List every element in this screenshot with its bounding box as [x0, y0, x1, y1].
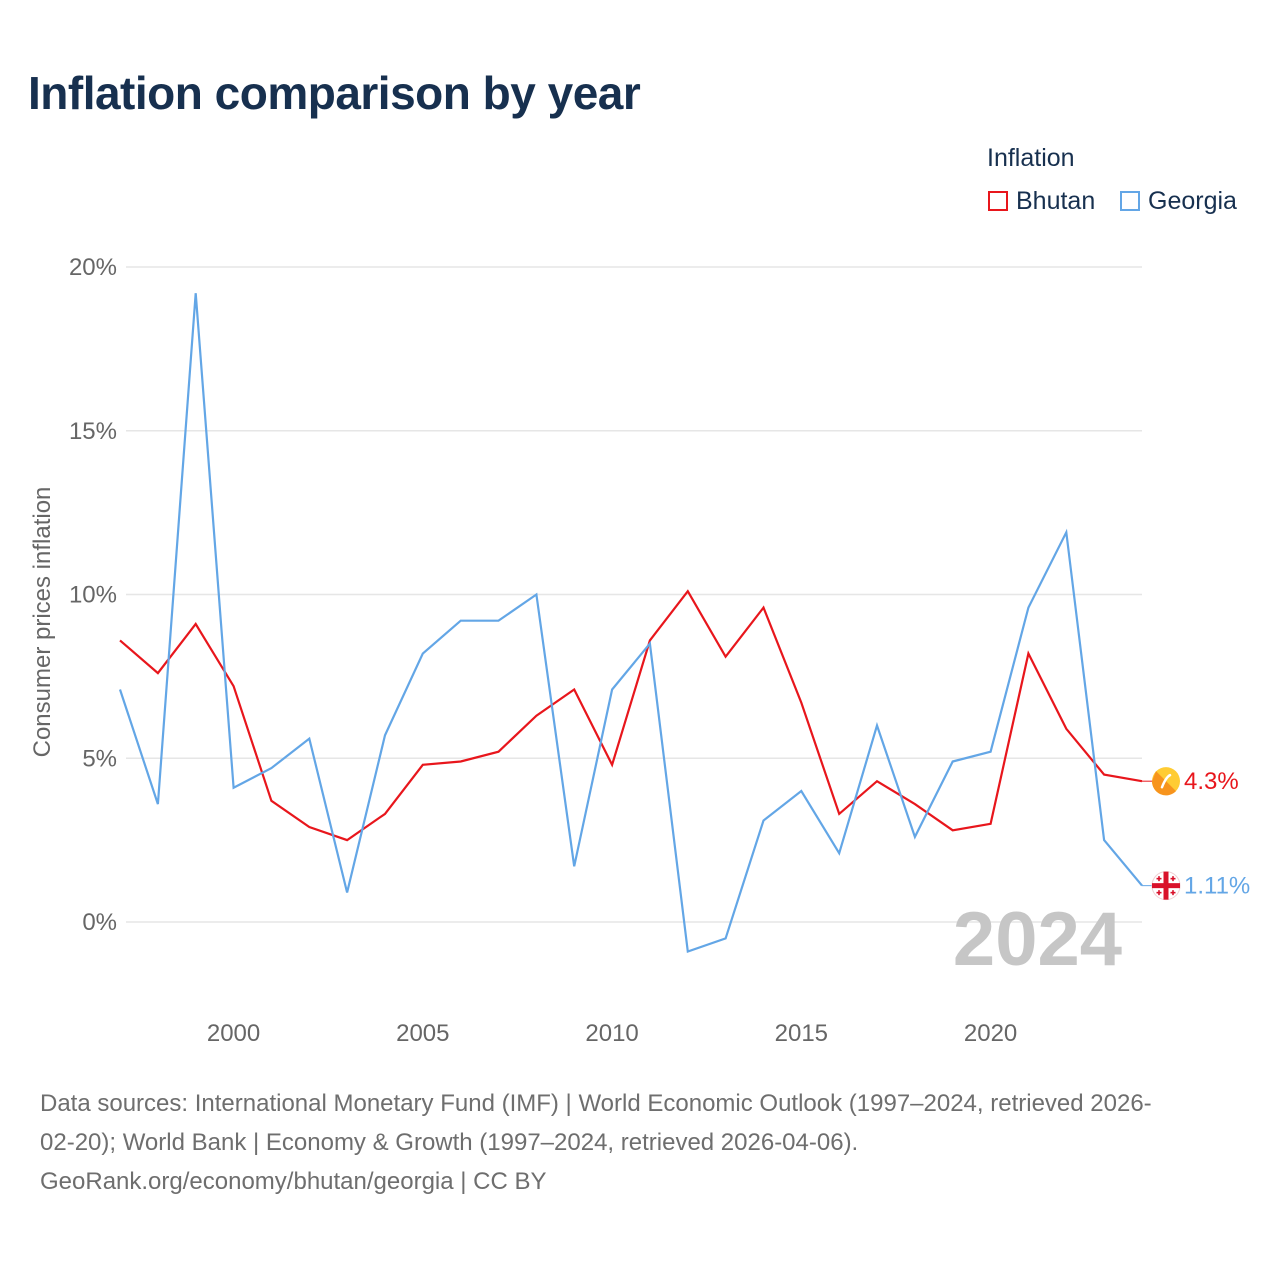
- x-tick-label: 2020: [964, 1020, 1017, 1047]
- legend-label-georgia: Georgia: [1148, 186, 1237, 215]
- footer-sources-line2: 02-20); World Bank | Economy & Growth (1…: [40, 1129, 859, 1156]
- y-tick-label: 15%: [69, 418, 117, 445]
- x-tick-label: 2010: [585, 1020, 638, 1047]
- legend-title: Inflation: [987, 144, 1075, 172]
- axis-labels: Consumer prices inflation 0% 5% 10% 15% 20% 2…: [29, 254, 1017, 1047]
- grid-lines: [126, 266, 1142, 923]
- y-tick-label: 5%: [82, 745, 117, 772]
- series-line-bhutan: [119, 589, 1143, 842]
- x-tick-label: 2005: [396, 1020, 449, 1047]
- series-line-georgia: [118, 293, 1143, 953]
- legend-item-bhutan[interactable]: Bhutan: [988, 186, 1095, 216]
- end-labels: 4.3% 1.11%: [1142, 767, 1250, 901]
- legend-item-georgia[interactable]: Georgia: [1120, 186, 1237, 216]
- footer-sources-line1: Data sources: International Monetary Fun…: [40, 1090, 1152, 1117]
- line-chart: Consumer prices inflation 0% 5% 10% 15% 20% 2…: [29, 254, 1250, 1047]
- page-title: Inflation comparison by year: [28, 67, 641, 119]
- y-tick-label: 0%: [82, 909, 117, 936]
- y-tick-label: 10%: [69, 582, 117, 609]
- georgia-flag-icon: [1151, 871, 1181, 901]
- year-watermark: 2024: [953, 897, 1122, 982]
- y-tick-label: 20%: [69, 254, 117, 281]
- x-tick-label: 2000: [207, 1020, 260, 1047]
- x-tick-label: 2015: [775, 1020, 828, 1047]
- legend-swatch-georgia: [1120, 191, 1140, 211]
- legend-label-bhutan: Bhutan: [1016, 186, 1096, 215]
- legend-swatch-bhutan: [988, 191, 1008, 211]
- y-axis-title: Consumer prices inflation: [29, 487, 56, 758]
- footer-attribution[interactable]: GeoRank.org/economy/bhutan/georgia | CC …: [40, 1168, 547, 1195]
- bhutan-flag-icon: [1151, 767, 1180, 796]
- end-value-label-bhutan: 4.3%: [1184, 768, 1239, 795]
- end-value-label-georgia: 1.11%: [1184, 873, 1250, 900]
- series-lines: [118, 293, 1143, 953]
